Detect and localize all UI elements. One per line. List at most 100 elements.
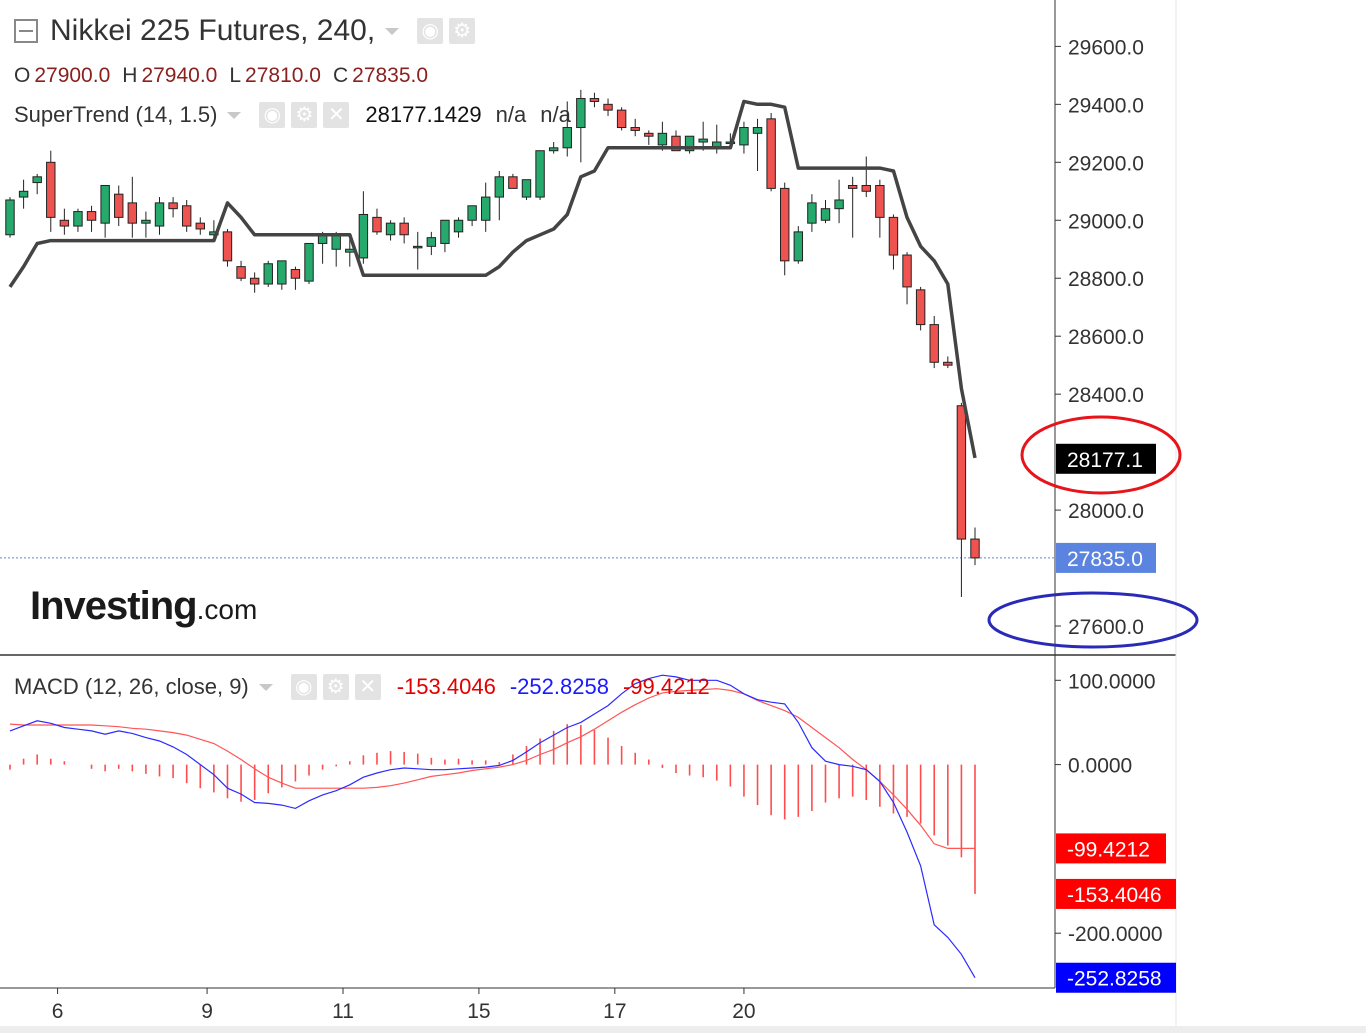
candle-body[interactable]	[480, 196, 491, 221]
candle-body[interactable]	[929, 324, 939, 363]
ohlc-label-c: C	[332, 64, 349, 87]
macd-value-tag-bg	[1056, 962, 1176, 993]
candle-body[interactable]	[154, 202, 165, 227]
candle-body[interactable]	[684, 135, 695, 152]
candle-body[interactable]	[644, 132, 654, 137]
eye-icon[interactable]: ◉	[259, 102, 286, 128]
signal-line[interactable]	[9, 688, 975, 849]
annotations	[987, 415, 1199, 649]
candle-body[interactable]	[18, 190, 29, 198]
candle-body[interactable]	[236, 266, 246, 279]
candle-body[interactable]	[86, 211, 97, 221]
candle-body[interactable]	[5, 199, 15, 236]
last-price-tag-bg	[1056, 542, 1156, 573]
candle-body[interactable]	[902, 254, 912, 288]
candle-body[interactable]	[576, 98, 586, 129]
candle-body[interactable]	[807, 202, 817, 224]
candle-body[interactable]	[780, 187, 790, 262]
candle-body[interactable]	[616, 109, 627, 129]
candle-body[interactable]	[834, 199, 844, 210]
candle-body[interactable]	[331, 234, 341, 250]
candle-body[interactable]	[752, 127, 763, 134]
candle-body[interactable]	[32, 176, 42, 184]
candle-body[interactable]	[603, 103, 613, 111]
candle-body[interactable]	[562, 127, 572, 149]
signal-value-tag: -99.4212	[1067, 838, 1150, 861]
candle-body[interactable]	[847, 184, 858, 189]
candle-body[interactable]	[181, 205, 192, 227]
candle-body[interactable]	[399, 222, 409, 236]
candle-body[interactable]	[630, 127, 640, 131]
gear-icon[interactable]: ⚙	[291, 102, 318, 128]
candle-body[interactable]	[440, 219, 450, 244]
candle-body[interactable]	[100, 184, 110, 224]
candle-body[interactable]	[127, 202, 138, 224]
candle-body[interactable]	[521, 179, 532, 198]
candle-body[interactable]	[793, 231, 804, 262]
gear-icon[interactable]: ⚙	[322, 674, 349, 700]
candle-body[interactable]	[195, 222, 205, 230]
macd-line[interactable]	[9, 674, 976, 979]
supertrend-line[interactable]	[8, 99, 977, 459]
chart-title-row: Nikkei 225 Futures, 240, ◉ ⚙	[14, 14, 476, 48]
close-icon[interactable]: ✕	[323, 102, 350, 128]
candle-body[interactable]	[59, 219, 70, 227]
macd-pane[interactable]	[9, 674, 976, 979]
candle-body[interactable]	[46, 161, 56, 218]
candle-body[interactable]	[861, 184, 871, 192]
gear-icon[interactable]: ⚙	[449, 18, 476, 44]
candle-body[interactable]	[970, 538, 980, 559]
candle-body[interactable]	[589, 98, 600, 102]
candle-body[interactable]	[277, 260, 287, 285]
candle-body[interactable]	[766, 118, 776, 189]
candle-body[interactable]	[535, 150, 545, 198]
candle-body[interactable]	[508, 176, 518, 189]
candle-body[interactable]	[494, 176, 505, 198]
candle-body[interactable]	[671, 135, 681, 152]
candle-body[interactable]	[820, 208, 831, 221]
candle-body[interactable]	[345, 248, 355, 253]
price-pane[interactable]	[0, 89, 1055, 598]
time-tick-label: 17	[603, 1000, 626, 1023]
ohlc-value-l: 27810.0	[245, 64, 321, 87]
price-tick-label: 28600.0	[1068, 326, 1144, 349]
macd-tick-label: 0.0000	[1068, 755, 1132, 778]
candle-body[interactable]	[290, 269, 301, 279]
ohlc-value-c: 27835.0	[352, 64, 429, 87]
candle-body[interactable]	[739, 127, 749, 146]
bottom-scrollbar[interactable]	[0, 1026, 1366, 1033]
candle-body[interactable]	[698, 138, 708, 143]
candle-body[interactable]	[114, 193, 124, 218]
candle-body[interactable]	[358, 213, 369, 259]
candle-body[interactable]	[413, 245, 423, 249]
candle-body[interactable]	[372, 216, 382, 233]
chevron-down-icon[interactable]	[258, 683, 273, 691]
supertrend-price-tag-bg	[1056, 443, 1156, 474]
candle-body[interactable]	[453, 219, 464, 233]
candle-body[interactable]	[548, 147, 559, 152]
candle-body[interactable]	[956, 405, 967, 540]
candle-body[interactable]	[385, 222, 396, 236]
candle-body[interactable]	[915, 289, 926, 326]
candle-body[interactable]	[222, 231, 233, 262]
eye-icon[interactable]: ◉	[417, 18, 444, 44]
candle-body[interactable]	[168, 202, 178, 210]
eye-icon[interactable]: ◉	[290, 674, 317, 700]
close-icon[interactable]: ✕	[354, 674, 381, 700]
chevron-down-icon[interactable]	[385, 27, 400, 35]
candle-body[interactable]	[943, 361, 953, 366]
candle-body[interactable]	[73, 211, 83, 227]
collapse-icon[interactable]	[14, 19, 38, 43]
candle-body[interactable]	[467, 205, 477, 221]
candle-body[interactable]	[426, 237, 437, 247]
candle-body[interactable]	[141, 219, 151, 224]
candle-body[interactable]	[888, 216, 899, 256]
candle-body[interactable]	[875, 184, 885, 218]
candle-body[interactable]	[249, 277, 260, 285]
candle-body[interactable]	[304, 242, 314, 282]
chevron-down-icon[interactable]	[227, 111, 242, 119]
candle-body[interactable]	[657, 132, 668, 146]
candle-body[interactable]	[263, 263, 273, 285]
